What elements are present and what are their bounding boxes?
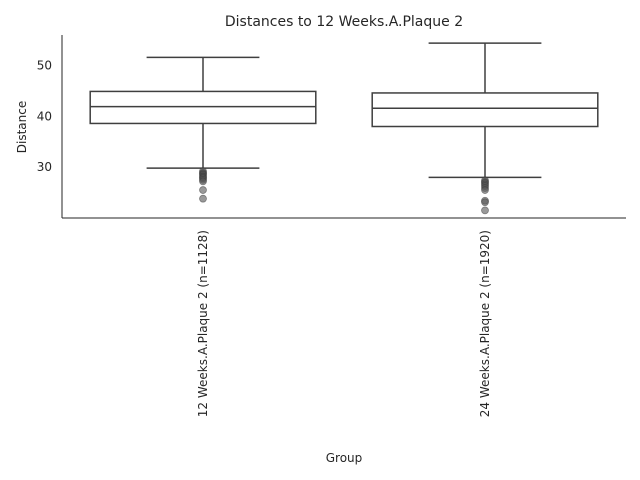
outlier-point — [199, 186, 207, 194]
chart-title: Distances to 12 Weeks.A.Plaque 2 — [225, 14, 463, 30]
outlier-point — [481, 206, 489, 215]
y-tick-label: 40 — [37, 109, 52, 123]
y-tick-label: 50 — [37, 59, 52, 73]
x-axis-label: Group — [326, 451, 363, 465]
y-tick-label: 30 — [37, 160, 52, 174]
y-axis-label: Distance — [15, 101, 29, 153]
x-tick-label: 24 Weeks.A.Plaque 2 (n=1920) — [478, 230, 492, 417]
outlier-point — [481, 186, 489, 194]
outlier-point — [199, 177, 207, 186]
outlier-point — [481, 198, 489, 207]
iqr-box — [89, 90, 317, 125]
outlier-point — [199, 194, 207, 203]
x-tick-label: 12 Weeks.A.Plaque 2 (n=1128) — [196, 230, 210, 417]
plot-area: 30 40 50 12 Weeks.A.Plaque 2 (n=1128) 24 Wee… — [37, 35, 626, 417]
iqr-box — [371, 92, 599, 128]
